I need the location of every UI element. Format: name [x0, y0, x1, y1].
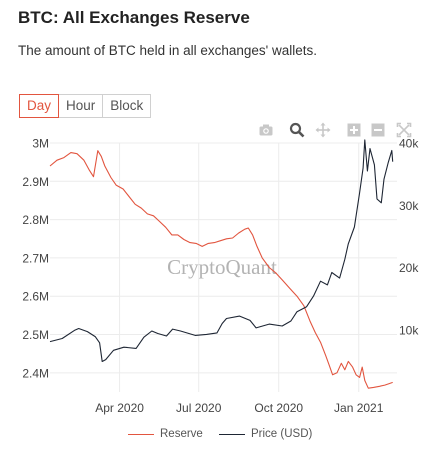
y-right-tick-label: 10k [399, 323, 419, 337]
zoom-icon[interactable] [289, 122, 305, 138]
zoom-in-icon[interactable] [346, 122, 362, 138]
series-layer [49, 139, 394, 389]
chart-legend: Reserve Price (USD) [0, 428, 435, 448]
page-subtitle: The amount of BTC held in all exchanges'… [18, 43, 317, 58]
autoscale-icon[interactable] [396, 122, 412, 138]
tab-day[interactable]: Day [19, 94, 60, 118]
pan-icon[interactable] [315, 122, 331, 138]
y-left-tick-label: 2.5M [22, 328, 49, 342]
y-right-tick-label: 30k [399, 199, 419, 213]
y-right-tick-label: 40k [399, 137, 419, 151]
x-tick-label: Jul 2020 [176, 401, 222, 415]
y-left-tick-label: 2.7M [22, 251, 49, 265]
price-series-line[interactable] [49, 139, 394, 363]
x-tick-label: Apr 2020 [95, 401, 144, 415]
watermark: CryptoQuant [167, 255, 277, 279]
y-right-tick-label: 20k [399, 261, 419, 275]
page-title: BTC: All Exchanges Reserve [18, 8, 250, 27]
zoom-out-icon[interactable] [370, 122, 386, 138]
legend-label-price: Price (USD) [251, 428, 313, 440]
y-left-tick-label: 2.9M [22, 175, 49, 189]
y-left-tick-label: 2.8M [22, 213, 49, 227]
y-left-tick-label: 2.4M [22, 366, 49, 380]
legend-label-reserve: Reserve [160, 428, 203, 440]
axis-layer: Apr 2020 Jul 2020 Oct 2020 Jan 2021 2.4M 2.5M… [22, 137, 419, 416]
legend-swatch-price [219, 433, 245, 435]
camera-icon[interactable] [258, 122, 274, 138]
reserve-series-line[interactable] [49, 150, 393, 389]
legend-item-price[interactable]: Price (USD) [219, 428, 312, 440]
chart-toolbar [258, 122, 418, 138]
y-left-tick-label: 3M [32, 137, 49, 151]
x-tick-label: Jan 2021 [334, 401, 384, 415]
grid-layer [50, 142, 397, 392]
y-left-tick-label: 2.6M [22, 290, 49, 304]
tab-block[interactable]: Block [102, 94, 152, 118]
legend-swatch-reserve [128, 433, 154, 435]
x-tick-label: Oct 2020 [254, 401, 303, 415]
interval-tabs: Day Hour Block [19, 94, 152, 118]
legend-item-reserve[interactable]: Reserve [128, 428, 203, 440]
